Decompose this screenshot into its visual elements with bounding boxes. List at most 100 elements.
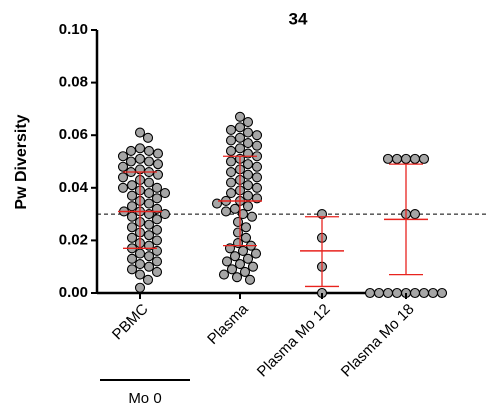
data-point [159,188,171,199]
data-point [242,253,254,264]
data-point [134,269,146,280]
x-tick-label: Plasma [204,300,252,348]
data-point [151,182,163,193]
data-point [220,206,232,217]
data-point [126,180,138,191]
data-point [242,190,254,201]
data-point [142,132,154,143]
data-point [151,193,163,204]
data-point [234,143,246,154]
data-point [400,153,412,164]
data-point [226,264,238,275]
data-point [125,156,137,167]
data-point [225,177,237,188]
data-point [126,190,138,201]
y-tick-label: 0.00 [59,284,88,301]
data-point [151,256,163,267]
data-point [134,153,146,164]
data-point [250,248,262,259]
y-tick-label: 0.04 [59,179,89,196]
data-point [234,132,246,143]
data-point [152,159,164,170]
data-point [242,138,254,149]
data-point [143,261,155,272]
data-point [418,287,430,299]
data-point [126,211,138,222]
group-label: Mo 0 [128,390,161,407]
data-point [229,251,241,262]
data-point [242,201,254,212]
data-point [134,127,146,138]
data-point [382,153,394,164]
data-point [143,145,155,157]
y-tick-label: 0.10 [59,21,88,38]
data-point [418,153,430,164]
data-point [225,188,237,199]
data-point [231,272,243,283]
data-point [134,248,146,259]
data-point [373,287,385,299]
data-point [125,145,137,157]
data-point [237,209,249,220]
data-point [143,188,155,199]
data-point [234,122,246,133]
data-point [143,177,155,188]
data-point [142,274,154,285]
data-point [151,266,163,278]
data-point [409,209,421,220]
data-point [126,201,138,212]
data-point [225,145,237,157]
data-point [159,209,171,220]
data-point [242,180,254,191]
data-point [225,124,237,135]
data-point [152,148,164,159]
data-point [229,203,241,214]
y-tick-label: 0.02 [59,231,88,248]
data-point [126,264,138,275]
data-point [244,274,256,285]
data-point [409,287,421,299]
data-point [237,245,249,256]
data-point [251,130,263,141]
data-point [409,153,421,164]
data-point [225,156,237,167]
data-point [143,219,155,230]
data-point [117,182,129,193]
data-point [242,159,254,170]
data-point [240,222,252,233]
data-point [151,214,163,225]
data-point [232,216,244,228]
data-point [225,166,237,178]
data-point [364,287,376,299]
data-point [436,287,448,299]
y-tick-label: 0.06 [59,126,88,143]
data-point [134,259,146,270]
data-point [151,235,163,246]
data-point [232,227,244,238]
x-tick-label: Plasma Mo 18 [338,301,418,381]
data-point [221,256,233,267]
data-point [391,153,403,164]
data-point [151,224,163,235]
data-point [117,161,129,172]
data-point [143,230,155,241]
data-point [134,143,146,154]
data-point [427,287,439,299]
data-point [242,169,254,180]
x-tick-label: Plasma Mo 12 [254,301,334,381]
data-point [239,266,251,278]
data-point [247,261,259,272]
data-point [126,222,138,233]
data-point [382,287,394,299]
data-point [143,198,155,209]
data-point [117,172,129,183]
data-point [143,156,155,167]
y-tick-label: 0.08 [59,74,88,91]
data-point [126,253,138,264]
data-point [242,127,254,138]
data-point [251,182,263,193]
data-point [391,287,403,299]
data-point [251,161,263,172]
chart-title: 34 [289,9,308,28]
